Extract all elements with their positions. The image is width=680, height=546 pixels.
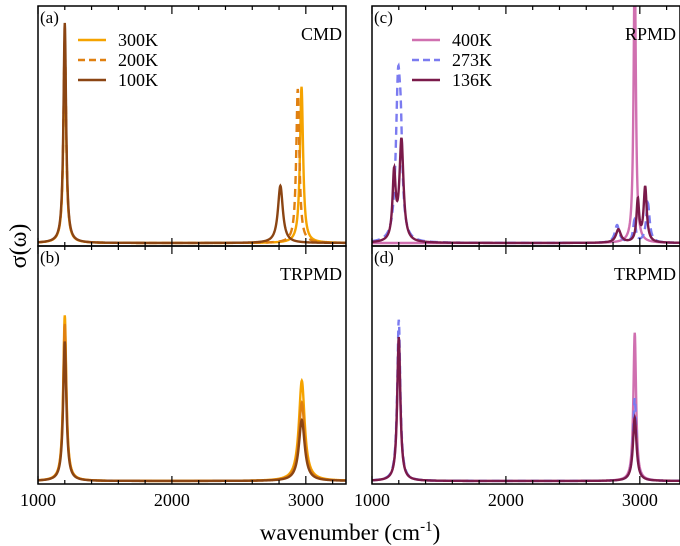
series-line-1 [38, 315, 346, 483]
legend-label: 300K [118, 30, 158, 50]
x-axis-label-sup: -1 [420, 519, 433, 535]
legend-label: 100K [118, 70, 158, 90]
series-line-3 [38, 341, 346, 483]
legend-label: 273K [452, 50, 492, 70]
x-axis-label: wavenumber (cm-1) [260, 519, 440, 545]
x-tick-label: 2000 [488, 490, 524, 510]
x-tick-label: 3000 [622, 490, 658, 510]
panel-letter: (d) [374, 248, 394, 267]
series-group [372, 6, 680, 245]
legend-label: 400K [452, 30, 492, 50]
series-group [38, 315, 346, 483]
legend-label: 200K [118, 50, 158, 70]
x-tick-label: 1000 [354, 490, 390, 510]
series-line-100k [38, 22, 346, 245]
series-line-200k [38, 38, 346, 245]
x-tick-label: 2000 [154, 490, 190, 510]
series-line-3 [372, 336, 680, 483]
y-axis-label: σ(ω) [6, 224, 32, 269]
panel-frame [371, 245, 680, 485]
panel-frame [37, 245, 347, 485]
legend-label: 136K [452, 70, 492, 90]
x-tick-label: 1000 [20, 490, 56, 510]
series-group [372, 319, 680, 483]
method-label: RPMD [625, 24, 676, 44]
x-axis-label-main: wavenumber (cm [260, 520, 420, 545]
panel-4: 1000 2000 3000 (d) TRPMD [354, 245, 680, 510]
series-group [38, 22, 346, 245]
series-line-1 [372, 332, 680, 483]
x-axis-label-close: ) [433, 520, 441, 545]
panel-letter: (a) [40, 8, 59, 27]
method-label: TRPMD [614, 264, 676, 284]
method-label: TRPMD [280, 264, 342, 284]
panel-letter: (c) [374, 8, 393, 27]
x-tick-label: 3000 [288, 490, 324, 510]
method-label: CMD [301, 24, 342, 44]
series-line-136k [372, 137, 680, 245]
panel-letter: (b) [40, 248, 60, 267]
panel-3: 1000 2000 3000 (b) TRPMD [20, 245, 347, 510]
